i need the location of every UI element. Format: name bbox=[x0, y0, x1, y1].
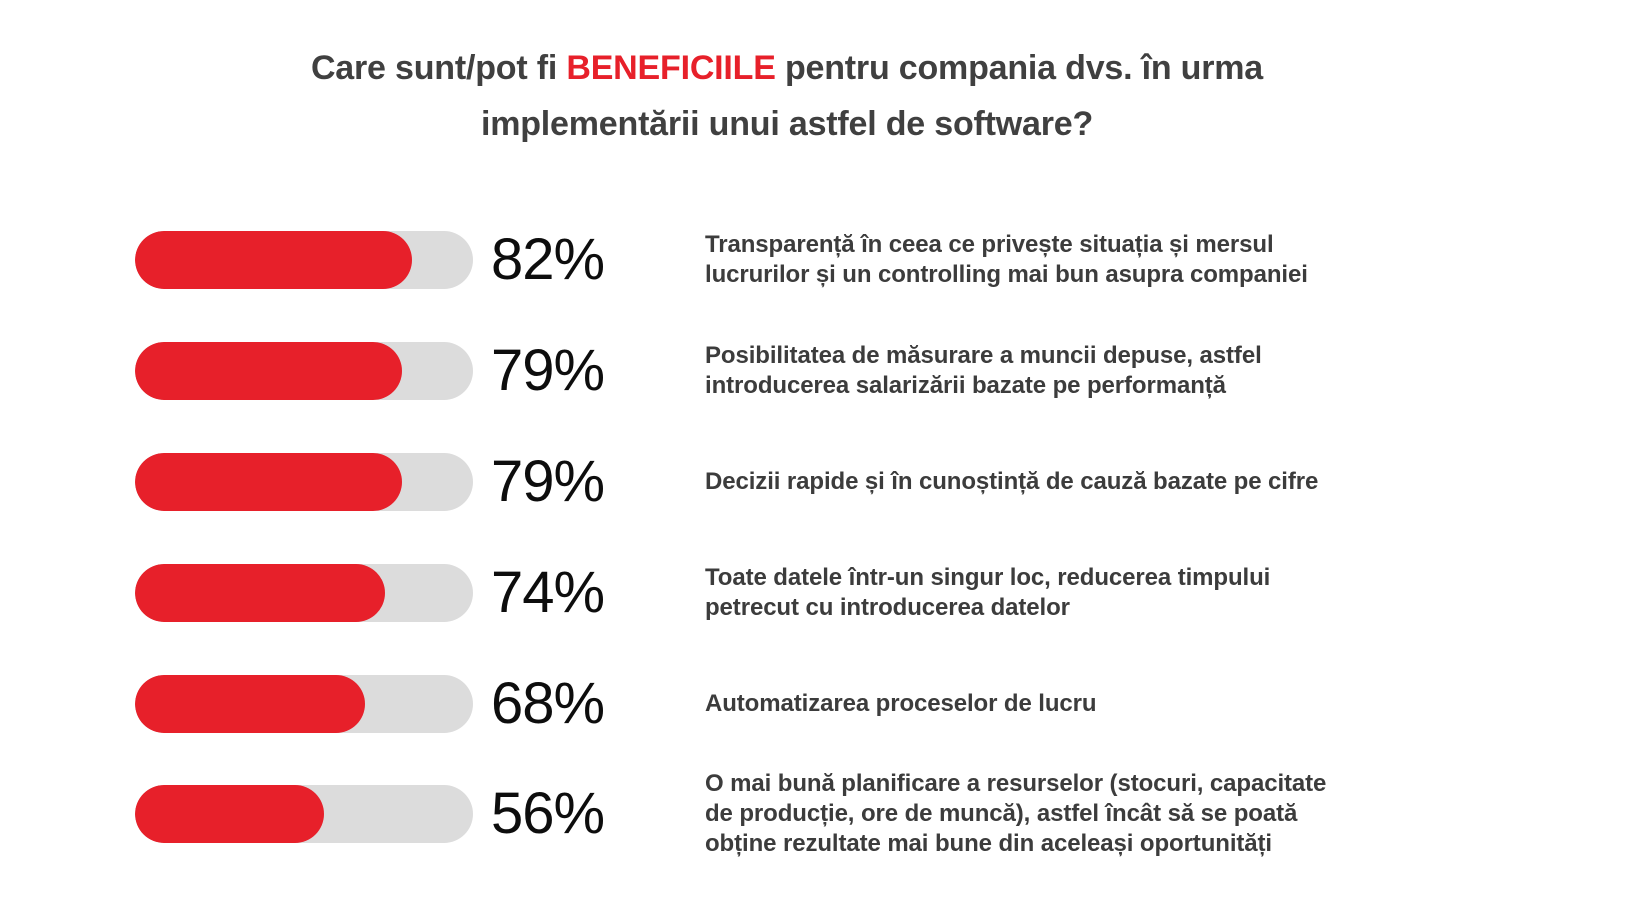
bar-fill bbox=[135, 564, 386, 622]
title-highlight: BENEFICIILE bbox=[566, 49, 776, 87]
bar-value-label: 79% bbox=[491, 338, 605, 403]
bar-value-label: 56% bbox=[491, 781, 605, 846]
chart-row: 74% Toate datele într-un singur loc, red… bbox=[135, 564, 1450, 622]
bar-category-label: Transparență în ceea ce privește situați… bbox=[705, 231, 1308, 288]
bar-fill bbox=[135, 453, 403, 511]
chart-row: 68% Automatizarea proceselor de lucru bbox=[135, 675, 1450, 733]
chart-row: 79% Posibilitatea de măsurare a muncii d… bbox=[135, 342, 1450, 400]
title-suffix: pentru compania dvs. în urma implementăr… bbox=[480, 49, 1264, 143]
bar-value-label: 82% bbox=[491, 227, 605, 292]
bar-fill bbox=[135, 785, 325, 843]
bar-track bbox=[135, 564, 473, 622]
bar-value-label: 68% bbox=[491, 671, 605, 736]
bar-value-label: 79% bbox=[491, 449, 605, 514]
bar-fill bbox=[135, 675, 365, 733]
bar-track bbox=[135, 453, 473, 511]
chart-row: 82% Transparență în ceea ce privește sit… bbox=[135, 231, 1450, 289]
bar-track bbox=[135, 342, 473, 400]
bar-value-label: 74% bbox=[491, 560, 605, 625]
bar-category-label: Automatizarea proceselor de lucru bbox=[705, 690, 1097, 717]
bar-category-label: Posibilitatea de măsurare a muncii depus… bbox=[705, 342, 1262, 399]
bar-category-label: Toate datele într-un singur loc, reducer… bbox=[705, 564, 1271, 621]
bar-category-label: Decizii rapide și în cunoștință de cauză… bbox=[705, 468, 1319, 495]
bar-fill bbox=[135, 231, 413, 289]
chart-row: 56% O mai bună planificare a resurselor … bbox=[135, 770, 1450, 857]
bar-track bbox=[135, 675, 473, 733]
bar-category-label: O mai bună planificare a resurselor (sto… bbox=[705, 770, 1327, 857]
bar-track bbox=[135, 231, 473, 289]
chart-row: 79% Decizii rapide și în cunoștință de c… bbox=[135, 453, 1450, 511]
bar-fill bbox=[135, 342, 403, 400]
bar-track bbox=[135, 785, 473, 843]
title-prefix: Care sunt/pot fi bbox=[310, 49, 567, 87]
chart-title: Care sunt/pot fi BENEFICIILE pentru comp… bbox=[0, 40, 1574, 152]
